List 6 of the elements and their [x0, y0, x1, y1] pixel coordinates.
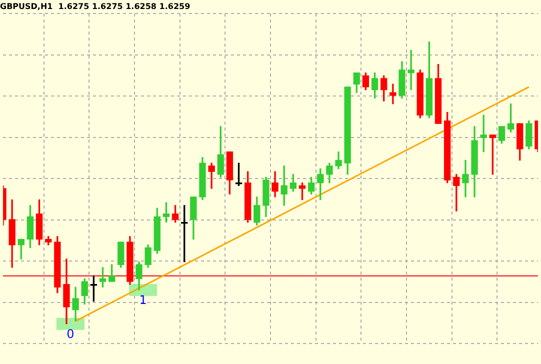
candlestick — [208, 162, 215, 189]
annotation: 0 — [66, 326, 74, 341]
annotation: 1 — [139, 293, 147, 308]
chart-title: GBPUSD,H1 1.6275 1.6275 1.6258 1.6259 — [0, 2, 191, 11]
candlestick — [462, 160, 469, 198]
candlestick — [408, 50, 414, 90]
